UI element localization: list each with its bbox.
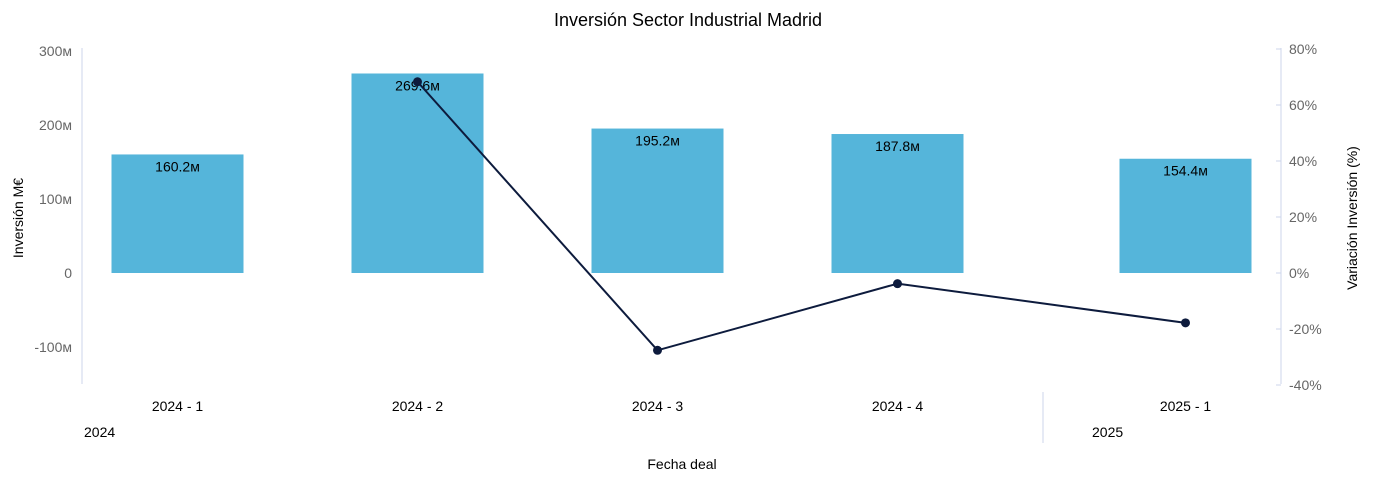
line-path [416,81,1186,352]
bar-data-label: 160.2м [155,158,200,174]
bar-data-label: 187.8м [875,138,920,154]
x-tick-label: 2024 - 1 [152,398,204,414]
line-series [413,77,1190,355]
bar-data-label: 195.2м [635,133,680,149]
bar[interactable] [831,134,964,273]
y-axis-title: Inversión M€ [10,178,26,258]
line-point[interactable] [653,345,662,355]
y2-tick-label: -40% [1289,377,1322,393]
y2-tick-label: 40% [1289,153,1317,169]
y2-axis-title: Variación Inversión (%) [1344,146,1360,290]
line-point[interactable] [893,279,902,289]
x-tick-label: 2025 - 1 [1160,398,1212,414]
bar[interactable] [351,73,484,273]
y-tick-label: -100м [34,339,72,355]
x-tick-label: 2024 - 3 [632,398,684,414]
bar[interactable] [591,128,724,273]
y2-tick-label: 60% [1289,97,1317,113]
x-axis-title: Fecha deal [647,456,716,472]
x-group-label: 2025 [1092,424,1123,440]
y-tick-label: 100м [39,191,72,207]
x-group-label: 2024 [84,424,115,440]
bar-series [111,73,1252,273]
x-tick-label: 2024 - 2 [392,398,444,414]
line-point[interactable] [413,77,422,87]
right-axis: -40% -20% 0% 20% 40% 60% 80% [1276,41,1322,393]
y-tick-label: 300м [39,43,72,59]
bar[interactable] [1119,158,1252,273]
y2-tick-label: 0% [1289,265,1309,281]
left-axis: -100м 0 100м 200м 300м [34,43,83,384]
line-point[interactable] [1181,318,1190,328]
y2-tick-label: 20% [1289,209,1317,225]
chart-title: Inversión Sector Industrial Madrid [554,10,822,30]
y-tick-label: 200м [39,117,72,133]
bar[interactable] [111,154,244,273]
y2-tick-label: -20% [1289,321,1322,337]
y-tick-label: 0 [64,265,72,281]
y2-tick-label: 80% [1289,41,1317,57]
x-tick-label: 2024 - 4 [872,398,924,414]
bar-data-label: 154.4м [1163,163,1208,179]
x-axis: 2024 - 1 2024 - 2 2024 - 3 2024 - 4 2025 - 1… [84,392,1211,443]
